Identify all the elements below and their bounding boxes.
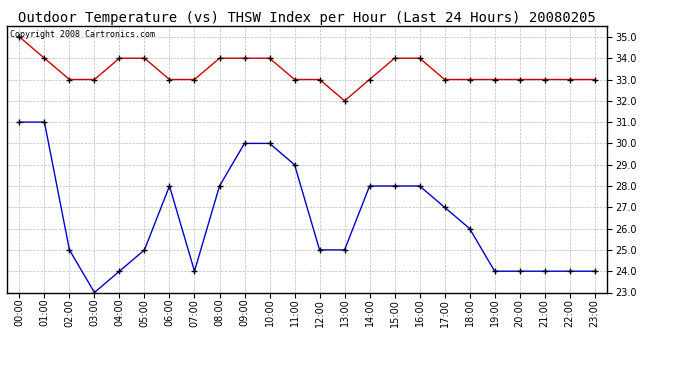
Title: Outdoor Temperature (vs) THSW Index per Hour (Last 24 Hours) 20080205: Outdoor Temperature (vs) THSW Index per … [18,11,596,25]
Text: Copyright 2008 Cartronics.com: Copyright 2008 Cartronics.com [10,30,155,39]
